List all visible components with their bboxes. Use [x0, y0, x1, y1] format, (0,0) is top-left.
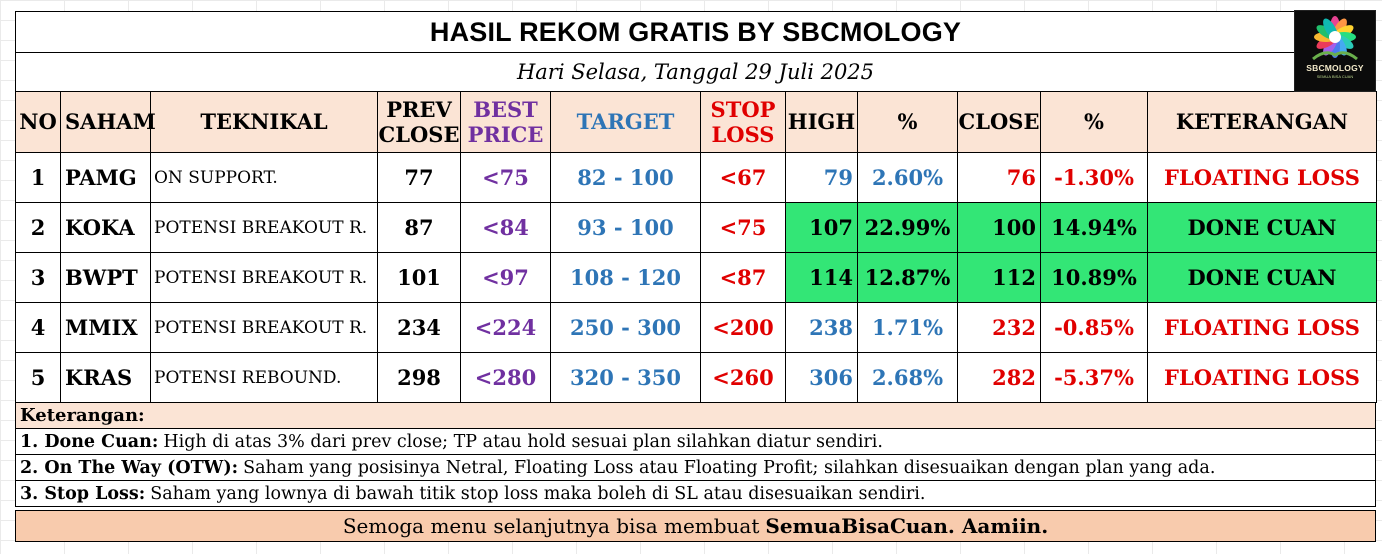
cell-no: 5	[15, 352, 61, 403]
logo-name: SBCMOLOGY	[1306, 63, 1364, 73]
cell-prev-close: 77	[377, 152, 461, 203]
col-header-stop-loss: STOP LOSS	[700, 91, 786, 153]
cell-best-price: <224	[460, 302, 551, 353]
col-header-pct-close: %	[1040, 91, 1148, 153]
cell-saham: PAMG	[60, 152, 151, 203]
cell-high: 107	[785, 202, 858, 253]
note-text: High di atas 3% dari prev close; TP atau…	[163, 431, 883, 452]
cell-prev-close: 101	[377, 252, 461, 303]
cell-no: 2	[15, 202, 61, 253]
cell-stop-loss: <75	[700, 202, 786, 253]
note-text: Saham yang lownya di bawah titik stop lo…	[150, 483, 926, 504]
cell-target: 93 - 100	[550, 202, 701, 253]
cell-no: 3	[15, 252, 61, 303]
cell-no: 4	[15, 302, 61, 353]
sheet-date: Hari Selasa, Tanggal 29 Juli 2025	[15, 53, 1376, 91]
cell-stop-loss: <260	[700, 352, 786, 403]
cell-high: 114	[785, 252, 858, 303]
cell-high: 238	[785, 302, 858, 353]
cell-keterangan: FLOATING LOSS	[1147, 352, 1377, 403]
cell-pct-close: -1.30%	[1040, 152, 1148, 203]
footer-message: Semoga menu selanjutnya bisa membuat Sem…	[15, 510, 1376, 542]
cell-keterangan: FLOATING LOSS	[1147, 152, 1377, 203]
logo-subtitle: SEMUA BISA CUAN	[1316, 74, 1354, 79]
cell-target: 250 - 300	[550, 302, 701, 353]
table-row: 3 BWPT POTENSI BREAKOUT R. 101 <97 108 -…	[15, 252, 1377, 303]
cell-prev-close: 298	[377, 352, 461, 403]
note-label: 3. Stop Loss:	[20, 483, 146, 504]
cell-stop-loss: <87	[700, 252, 786, 303]
col-header-close: CLOSE	[957, 91, 1041, 153]
col-header-high: HIGH	[785, 91, 858, 153]
cell-pct-close: 10.89%	[1040, 252, 1148, 303]
cell-best-price: <84	[460, 202, 551, 253]
footer-bold-text: SemuaBisaCuan. Aamiin.	[765, 514, 1049, 538]
cell-no: 1	[15, 152, 61, 203]
sbcmology-logo: SBCMOLOGY SEMUA BISA CUAN	[1294, 10, 1376, 92]
recommendation-sheet: HASIL REKOM GRATIS BY SBCMOLOGY Hari Sel…	[15, 10, 1377, 542]
cell-pct-high: 22.99%	[857, 202, 958, 253]
note-text: Saham yang posisinya Netral, Floating Lo…	[243, 457, 1216, 478]
cell-saham: KRAS	[60, 352, 151, 403]
col-header-prev-close: PREV CLOSE	[377, 91, 461, 153]
col-header-keterangan: KETERANGAN	[1147, 91, 1377, 153]
cell-close: 112	[957, 252, 1041, 303]
note-item-otw: 2. On The Way (OTW): Saham yang posisiny…	[15, 455, 1376, 481]
note-label: 2. On The Way (OTW):	[20, 457, 239, 478]
cell-pct-high: 2.60%	[857, 152, 958, 203]
cell-high: 79	[785, 152, 858, 203]
table-row: 4 MMIX POTENSI BREAKOUT R. 234 <224 250 …	[15, 302, 1377, 353]
cell-pct-close: 14.94%	[1040, 202, 1148, 253]
cell-close: 100	[957, 202, 1041, 253]
cell-stop-loss: <67	[700, 152, 786, 203]
cell-target: 320 - 350	[550, 352, 701, 403]
footer-text: Semoga menu selanjutnya bisa membuat	[342, 514, 760, 538]
flower-logo-icon	[1312, 16, 1358, 61]
col-header-no: NO	[15, 91, 61, 153]
cell-prev-close: 234	[377, 302, 461, 353]
cell-keterangan: DONE CUAN	[1147, 202, 1377, 253]
cell-high: 306	[785, 352, 858, 403]
note-item-stop-loss: 3. Stop Loss: Saham yang lownya di bawah…	[15, 481, 1376, 507]
notes-heading: Keterangan:	[15, 403, 1376, 429]
cell-teknikal: POTENSI BREAKOUT R.	[150, 202, 378, 253]
cell-close: 282	[957, 352, 1041, 403]
table-row: 1 PAMG ON SUPPORT. 77 <75 82 - 100 <67 7…	[15, 152, 1377, 203]
cell-close: 76	[957, 152, 1041, 203]
cell-pct-high: 2.68%	[857, 352, 958, 403]
cell-pct-high: 1.71%	[857, 302, 958, 353]
cell-close: 232	[957, 302, 1041, 353]
recommendation-table: NO SAHAM TEKNIKAL PREV CLOSE BEST PRICE TA…	[15, 91, 1377, 403]
cell-best-price: <280	[460, 352, 551, 403]
cell-target: 108 - 120	[550, 252, 701, 303]
cell-best-price: <97	[460, 252, 551, 303]
col-header-pct-high: %	[857, 91, 958, 153]
note-label: 1. Done Cuan:	[20, 431, 159, 452]
cell-pct-close: -0.85%	[1040, 302, 1148, 353]
col-header-target: TARGET	[550, 91, 701, 153]
table-row: 5 KRAS POTENSI REBOUND. 298 <280 320 - 3…	[15, 352, 1377, 403]
sheet-title: HASIL REKOM GRATIS BY SBCMOLOGY	[15, 11, 1376, 53]
col-header-best-price: BEST PRICE	[460, 91, 551, 153]
cell-best-price: <75	[460, 152, 551, 203]
cell-keterangan: FLOATING LOSS	[1147, 302, 1377, 353]
table-row: 2 KOKA POTENSI BREAKOUT R. 87 <84 93 - 1…	[15, 202, 1377, 253]
table-header-row: NO SAHAM TEKNIKAL PREV CLOSE BEST PRICE TA…	[15, 91, 1377, 153]
cell-teknikal: POTENSI BREAKOUT R.	[150, 252, 378, 303]
col-header-teknikal: TEKNIKAL	[150, 91, 378, 153]
cell-target: 82 - 100	[550, 152, 701, 203]
cell-pct-high: 12.87%	[857, 252, 958, 303]
cell-keterangan: DONE CUAN	[1147, 252, 1377, 303]
cell-prev-close: 87	[377, 202, 461, 253]
cell-saham: KOKA	[60, 202, 151, 253]
cell-teknikal: ON SUPPORT.	[150, 152, 378, 203]
cell-saham: BWPT	[60, 252, 151, 303]
cell-teknikal: POTENSI BREAKOUT R.	[150, 302, 378, 353]
cell-pct-close: -5.37%	[1040, 352, 1148, 403]
cell-saham: MMIX	[60, 302, 151, 353]
cell-stop-loss: <200	[700, 302, 786, 353]
col-header-saham: SAHAM	[60, 91, 156, 153]
cell-teknikal: POTENSI REBOUND.	[150, 352, 378, 403]
note-item-done-cuan: 1. Done Cuan: High di atas 3% dari prev …	[15, 429, 1376, 455]
